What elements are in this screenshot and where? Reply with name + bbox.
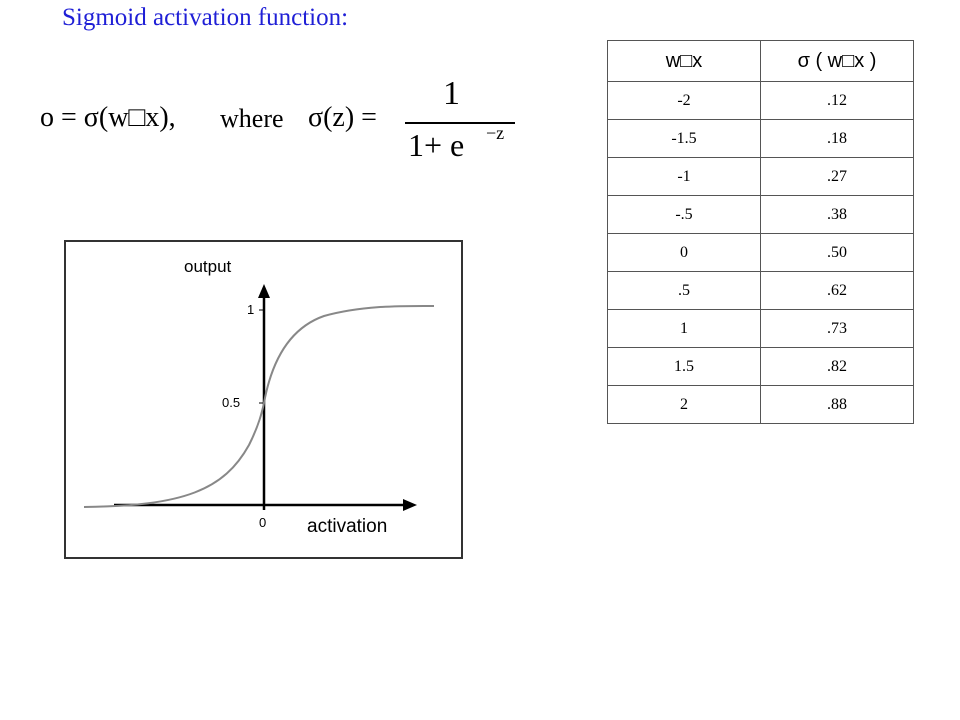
table-cell: -2 [607,81,761,120]
y-axis-label: output [184,257,232,276]
table-cell: σ ( w□x ) [760,40,914,82]
table-row: 2.88 [607,385,914,424]
table-cell: 0 [607,233,761,272]
table-cell: -.5 [607,195,761,234]
table-header: w□x σ ( w□x ) [607,40,914,82]
table-cell: .88 [760,385,914,424]
formula-denominator: 1+ e [408,127,465,163]
table-cell: .50 [760,233,914,272]
table-cell: .18 [760,119,914,158]
table-row: 0.50 [607,233,914,272]
tick-label: 0 [259,515,266,530]
table-cell: .73 [760,309,914,348]
table-row: -1.27 [607,157,914,196]
formula-exponent: −z [486,123,505,143]
table-row: -.5.38 [607,195,914,234]
sigmoid-table: w□x σ ( w□x ) -2.12 -1.5.18 -1.27 -.5.38 0.50.… [607,40,914,424]
slide-title: Sigmoid activation function: [62,4,349,31]
table-row: 1.73 [607,309,914,348]
formula-lhs: o = σ(w□x), [40,102,176,133]
table-cell: 1 [607,309,761,348]
formula-numerator: 1 [443,75,460,112]
table-cell: -1.5 [607,119,761,158]
fraction-bar [405,122,515,124]
table-cell: .62 [760,271,914,310]
table-cell: .38 [760,195,914,234]
table-cell: .12 [760,81,914,120]
sigmoid-curve [83,304,435,508]
table-cell: .82 [760,347,914,386]
x-arrow [403,499,417,511]
formula: o = σ(w□x), where σ(z) = 1 1+ e −z [40,75,515,185]
tick-label: 0.5 [222,395,240,410]
table-row: -2.12 [607,81,914,120]
table-row: -1.5.18 [607,119,914,158]
sigmoid-graph: output activation 1 0.5 0 [64,240,463,559]
table-cell: -1 [607,157,761,196]
table-cell: 2 [607,385,761,424]
x-axis-label: activation [307,516,387,537]
formula-sigma: σ(z) = [308,102,377,133]
table-cell: 1.5 [607,347,761,386]
table-row: 1.5.82 [607,347,914,386]
tick-label: 1 [247,302,254,317]
table-cell: .27 [760,157,914,196]
formula-where: where [220,104,284,133]
table-row: .5.62 [607,271,914,310]
table-cell: w□x [607,40,761,82]
table-cell: .5 [607,271,761,310]
y-arrow [258,284,270,298]
